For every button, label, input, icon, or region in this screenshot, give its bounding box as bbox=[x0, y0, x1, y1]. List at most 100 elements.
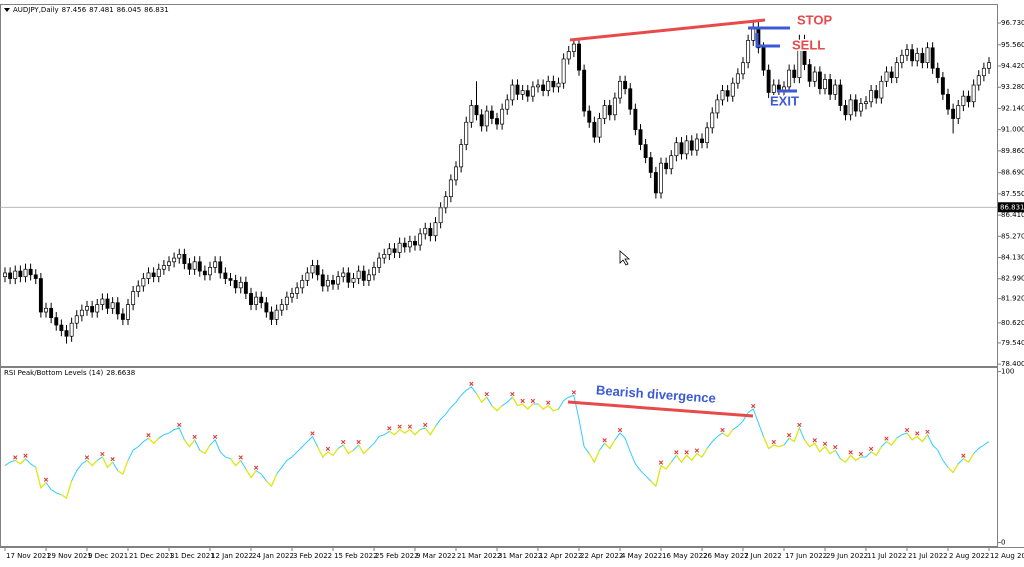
candle-body bbox=[167, 261, 171, 266]
symbol: AUDJPY,Daily bbox=[13, 6, 59, 14]
rsi-bottom-segment bbox=[850, 454, 857, 461]
candle-body bbox=[197, 261, 202, 272]
sell-label: SELL bbox=[792, 37, 825, 52]
candle-body bbox=[249, 293, 253, 305]
rsi-bottom-segment bbox=[517, 403, 523, 407]
candle-body bbox=[966, 95, 971, 103]
rsi-bottom-segment bbox=[245, 468, 252, 478]
candle-body bbox=[566, 51, 571, 60]
rsi-bottom-segment bbox=[891, 437, 898, 446]
candle-body bbox=[110, 302, 115, 309]
candle-body bbox=[720, 90, 725, 101]
sell-line bbox=[755, 33, 780, 48]
x-tick-label: 12 Apr 2022 bbox=[539, 552, 582, 560]
rsi-panel-border bbox=[0, 367, 998, 547]
rsi-bottom-segment bbox=[921, 434, 928, 442]
candle-body bbox=[187, 263, 192, 270]
candle-body bbox=[587, 110, 592, 123]
candle-body bbox=[464, 121, 469, 145]
candle-body bbox=[530, 86, 535, 97]
rsi-peak-marker bbox=[751, 403, 756, 409]
x-tick-label: 17 Nov 2021 bbox=[6, 552, 51, 560]
candle-body bbox=[976, 75, 981, 86]
candle-body bbox=[305, 272, 310, 281]
rsi-bottom-segment bbox=[414, 429, 421, 436]
rsi-peak-marker bbox=[602, 438, 607, 443]
x-tick-label: 21 Jul 2022 bbox=[908, 552, 948, 560]
candle-body bbox=[115, 302, 120, 315]
candle-body bbox=[787, 69, 792, 88]
x-tick-label: 12 Aug 2022 bbox=[990, 552, 1024, 560]
candle-body bbox=[694, 138, 699, 151]
rsi-bottom-segment bbox=[270, 473, 278, 487]
rsi-peak-marker bbox=[484, 391, 489, 397]
rsi-last: 28.6638 bbox=[106, 369, 135, 377]
rsi-bottom-segment bbox=[475, 393, 483, 403]
candle-body bbox=[643, 144, 648, 158]
candle-body bbox=[279, 304, 284, 311]
candle-body bbox=[177, 254, 182, 259]
rsi-bottom-segment bbox=[773, 444, 780, 448]
rsi-bottom-segment bbox=[814, 442, 821, 453]
rsi-peak-marker bbox=[325, 446, 331, 452]
candle-body bbox=[156, 268, 161, 278]
menu-icon[interactable] bbox=[4, 8, 10, 12]
main-panel-border bbox=[0, 4, 998, 367]
rsi-peak-marker bbox=[110, 456, 115, 462]
candle-body bbox=[254, 296, 259, 305]
candle-body bbox=[561, 58, 566, 84]
candle-body bbox=[828, 79, 833, 95]
candle-body bbox=[838, 84, 843, 106]
rsi-bottom-segment bbox=[342, 444, 349, 454]
x-tick-label: 2 Aug 2022 bbox=[949, 552, 989, 560]
candle-body bbox=[202, 270, 207, 276]
y-tick-label: 86.410 bbox=[1001, 211, 1024, 219]
rsi-peak-marker bbox=[530, 398, 536, 404]
rsi-bottom-segment bbox=[675, 454, 682, 463]
candle-body bbox=[536, 84, 540, 88]
y-tick-label: 82.990 bbox=[1001, 275, 1024, 283]
candle-body bbox=[243, 281, 248, 294]
x-tick-label: 25 Feb 2022 bbox=[375, 552, 419, 560]
candle-body bbox=[981, 67, 986, 77]
rsi-peak-marker bbox=[720, 427, 725, 433]
rsi-peak-marker bbox=[925, 429, 930, 434]
rsi-bottom-segment bbox=[768, 444, 775, 449]
candle-body bbox=[505, 99, 510, 110]
rsi-bottom-segment bbox=[665, 461, 672, 470]
rsi-peak-marker bbox=[387, 426, 392, 431]
candle-body bbox=[571, 43, 576, 52]
candle-body bbox=[802, 40, 807, 65]
rsi-bottom-segment bbox=[91, 459, 98, 466]
x-tick-label: 9 Mar 2022 bbox=[416, 552, 456, 560]
rsi-bottom-segment bbox=[424, 427, 431, 436]
x-tick-label: 31 Mar 2022 bbox=[498, 552, 542, 560]
candle-body bbox=[833, 84, 838, 95]
x-tick-label: 29 Jun 2022 bbox=[826, 552, 868, 560]
x-tick-label: 9 Dec 2021 bbox=[88, 552, 128, 560]
candle-body bbox=[33, 274, 38, 279]
rsi-bottom-segment bbox=[230, 458, 237, 466]
rsi-peak-marker bbox=[510, 391, 515, 397]
candle-body bbox=[674, 142, 679, 157]
candle-body bbox=[325, 280, 330, 287]
rsi-bottom-segment bbox=[348, 449, 354, 455]
candle-body bbox=[469, 105, 474, 123]
candle-body bbox=[618, 80, 622, 99]
candle-body bbox=[372, 267, 376, 276]
rsi-bottom-segment bbox=[588, 453, 595, 463]
candle-body bbox=[915, 53, 920, 62]
rsi-peak-marker bbox=[469, 381, 474, 386]
rsi-bottom-segment bbox=[967, 453, 975, 463]
rsi-bottom-segment bbox=[496, 405, 503, 412]
candle-body bbox=[213, 261, 218, 268]
rsi-peak-marker bbox=[192, 434, 197, 440]
rsi-bottom-segment bbox=[809, 442, 816, 448]
rsi-peak-marker bbox=[397, 424, 402, 429]
candle-body bbox=[761, 47, 766, 71]
rsi-peak-marker bbox=[520, 398, 525, 404]
candle-body bbox=[689, 140, 694, 151]
x-tick-label: 12 Jan 2022 bbox=[211, 552, 253, 560]
candle-body bbox=[8, 272, 13, 279]
y-tick-label: 85.270 bbox=[1001, 232, 1024, 240]
